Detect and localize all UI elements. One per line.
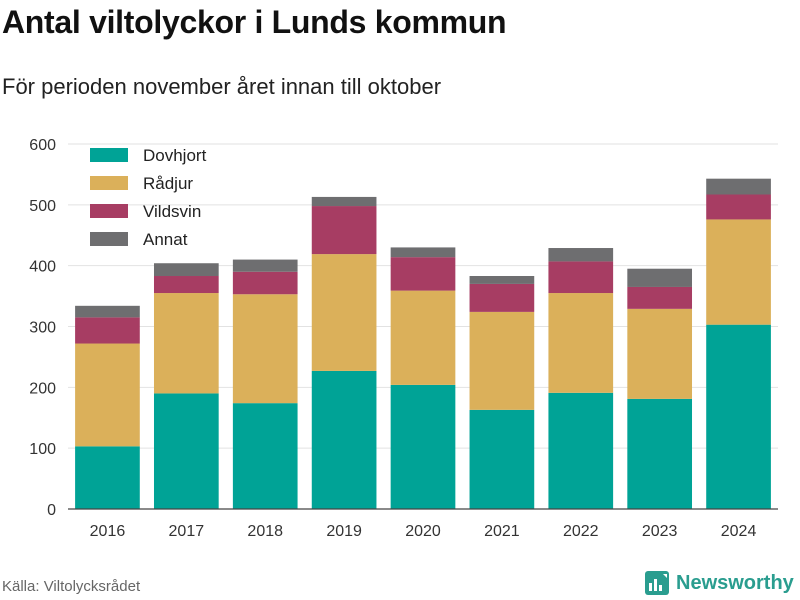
bar-2016-rådjur — [75, 343, 140, 447]
x-tick-label: 2020 — [405, 523, 441, 540]
x-tick-label: 2024 — [721, 523, 757, 540]
y-tick-label: 200 — [29, 380, 56, 397]
bar-2022-annat — [548, 248, 614, 262]
legend-swatch-annat — [90, 232, 128, 246]
legend-swatch-rådjur — [90, 176, 128, 190]
x-tick-label: 2022 — [563, 523, 599, 540]
bar-2019-rådjur — [311, 254, 377, 371]
bar-2021-rådjur — [469, 311, 535, 410]
y-tick-label: 300 — [29, 320, 56, 337]
bar-2017-dovhjort — [153, 393, 219, 509]
bar-2019-annat — [311, 196, 377, 207]
bar-2020-rådjur — [390, 290, 456, 385]
bars — [75, 178, 771, 509]
bar-2018-rådjur — [232, 294, 298, 404]
bar-2016-annat — [75, 305, 140, 318]
bar-2019-dovhjort — [311, 370, 377, 509]
legend-label: Rådjur — [143, 174, 193, 193]
bar-2024-rådjur — [706, 219, 771, 325]
y-tick-label: 0 — [47, 502, 56, 519]
legend-label: Dovhjort — [143, 146, 207, 165]
bar-2024-annat — [706, 178, 771, 195]
bar-2017-vildsvin — [153, 276, 219, 294]
bar-2021-annat — [469, 276, 535, 284]
bar-2022-rådjur — [548, 293, 614, 393]
bar-2020-annat — [390, 247, 456, 258]
x-tick-label: 2021 — [484, 523, 520, 540]
x-tick-label: 2018 — [247, 523, 283, 540]
stacked-bar-chart: 0 100 200 300 400 500 600 2016 2017 2018 2019 2020 2… — [29, 137, 778, 540]
bar-2024-vildsvin — [706, 194, 771, 220]
legend-swatch-dovhjort — [90, 148, 128, 162]
bar-2017-annat — [153, 263, 219, 277]
brand-name: Newsworthy — [676, 571, 794, 594]
chart-title: Antal viltolyckor i Lunds kommun — [2, 4, 507, 40]
bar-2023-dovhjort — [627, 398, 693, 509]
bar-2016-vildsvin — [75, 317, 140, 344]
y-tick-label: 100 — [29, 441, 56, 458]
brand-logo: Newsworthy — [644, 566, 794, 600]
x-tick-label: 2017 — [169, 523, 205, 540]
x-tick-label: 2023 — [642, 523, 678, 540]
source-note: Källa: Viltolycksrådet — [2, 578, 141, 595]
chart-subtitle: För perioden november året innan till ok… — [2, 74, 442, 99]
y-tick-label: 600 — [29, 137, 56, 154]
bar-2021-vildsvin — [469, 283, 535, 312]
bar-2018-vildsvin — [232, 271, 298, 295]
legend-label: Vildsvin — [143, 202, 201, 221]
axes: 0 100 200 300 400 500 600 2016 2017 2018 2019 2020 2… — [29, 137, 778, 540]
x-tick-label: 2019 — [326, 523, 362, 540]
legend-swatch-vildsvin — [90, 204, 128, 218]
x-tick-label: 2016 — [90, 523, 126, 540]
bar-2018-annat — [232, 259, 298, 272]
legend-label: Annat — [143, 230, 188, 249]
bar-2022-vildsvin — [548, 261, 614, 294]
bar-2023-vildsvin — [627, 286, 693, 309]
legend: Dovhjort Rådjur Vildsvin Annat — [90, 146, 207, 249]
bar-2016-dovhjort — [75, 446, 140, 509]
bar-2023-annat — [627, 268, 693, 287]
bar-2020-vildsvin — [390, 257, 456, 291]
bar-2019-vildsvin — [311, 206, 377, 255]
bar-2020-dovhjort — [390, 384, 456, 509]
bar-2018-dovhjort — [232, 403, 298, 509]
y-tick-label: 500 — [29, 198, 56, 215]
bar-2021-dovhjort — [469, 409, 535, 509]
y-tick-label: 400 — [29, 259, 56, 276]
bar-2017-rådjur — [153, 293, 219, 394]
bar-2022-dovhjort — [548, 392, 614, 509]
bar-2023-rådjur — [627, 308, 693, 399]
bar-2024-dovhjort — [706, 324, 771, 509]
newsworthy-logo-icon — [645, 571, 669, 595]
